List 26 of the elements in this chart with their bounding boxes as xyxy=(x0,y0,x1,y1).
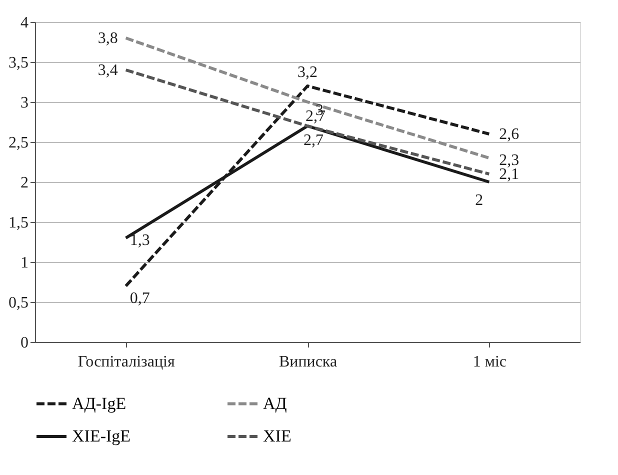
legend-label: АД xyxy=(263,394,288,413)
data-label: 0,7 xyxy=(130,290,150,307)
y-tick-label: 0 xyxy=(20,334,28,352)
data-label: 2,3 xyxy=(499,152,520,169)
y-tick-label: 1 xyxy=(20,254,28,272)
data-label: 2,7 xyxy=(304,132,324,149)
legend-label: АД-IgE xyxy=(72,394,126,413)
data-label: 2 xyxy=(475,192,484,209)
x-tick-label: Виписка xyxy=(278,354,338,370)
data-label: 2,6 xyxy=(499,126,520,143)
y-tick-label: 1,5 xyxy=(8,214,28,232)
data-label: 2,1 xyxy=(499,166,520,183)
y-tick-label: 2 xyxy=(20,174,28,192)
data-label: 3,4 xyxy=(98,62,118,79)
y-tick-label: 3,5 xyxy=(8,54,28,72)
y-tick-label: 4 xyxy=(20,14,28,32)
y-tick-label: 3 xyxy=(20,94,28,112)
legend-label: ХІЕ-IgE xyxy=(72,426,131,446)
data-label: 3,2 xyxy=(298,64,318,81)
legend-label: ХІЕ xyxy=(263,426,292,446)
data-label: 3,8 xyxy=(98,30,118,47)
data-label: 1,3 xyxy=(130,232,150,249)
x-tick-label: Госпіталізація xyxy=(78,354,176,370)
y-tick-label: 0,5 xyxy=(8,294,28,312)
y-tick-label: 2,5 xyxy=(8,134,28,152)
x-tick-label: 1 міс xyxy=(472,354,507,370)
